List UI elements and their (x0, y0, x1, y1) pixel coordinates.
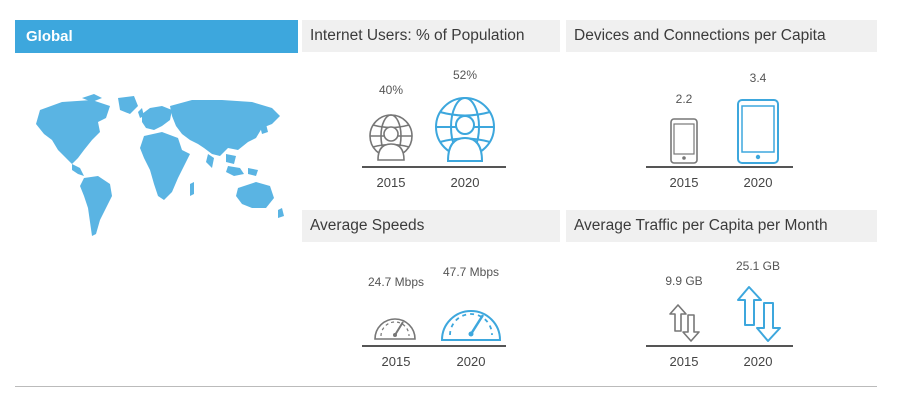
traffic-arrows-icon (669, 304, 700, 342)
panel-title-devices: Devices and Connections per Capita (566, 20, 877, 52)
baseline (646, 345, 793, 347)
value-internet-users-2015: 40% (378, 83, 404, 97)
year-label-2015: 2015 (376, 175, 406, 190)
year-label-2020: 2020 (743, 354, 773, 369)
value-traffic-2020: 25.1 GB (735, 259, 781, 273)
value-devices-2015: 2.2 (675, 92, 693, 106)
year-label-2020: 2020 (743, 175, 773, 190)
traffic-arrows-icon (737, 286, 781, 342)
year-label-2020: 2020 (456, 354, 486, 369)
baseline (362, 166, 506, 168)
world-map (36, 94, 284, 236)
panel-title-internet-users: Internet Users: % of Population (302, 20, 560, 52)
footer-divider (15, 386, 877, 387)
phone-icon (670, 118, 698, 164)
year-label-2020: 2020 (450, 175, 480, 190)
year-label-2015: 2015 (381, 354, 411, 369)
globe-user-icon (435, 97, 495, 162)
panel-title-average-traffic: Average Traffic per Capita per Month (566, 210, 877, 242)
speedometer-icon (440, 310, 502, 341)
region-label: Global (15, 20, 298, 53)
year-label-2015: 2015 (669, 354, 699, 369)
tablet-icon (737, 99, 779, 164)
panel-title-average-speeds: Average Speeds (302, 210, 560, 242)
value-speeds-2015: 24.7 Mbps (367, 275, 425, 289)
baseline (646, 166, 793, 168)
value-traffic-2015: 9.9 GB (665, 274, 703, 288)
speedometer-icon (374, 318, 416, 340)
value-devices-2020: 3.4 (749, 71, 767, 85)
baseline (362, 345, 506, 347)
globe-user-icon (369, 114, 413, 161)
year-label-2015: 2015 (669, 175, 699, 190)
value-speeds-2020: 47.7 Mbps (442, 265, 500, 279)
value-internet-users-2020: 52% (452, 68, 478, 82)
